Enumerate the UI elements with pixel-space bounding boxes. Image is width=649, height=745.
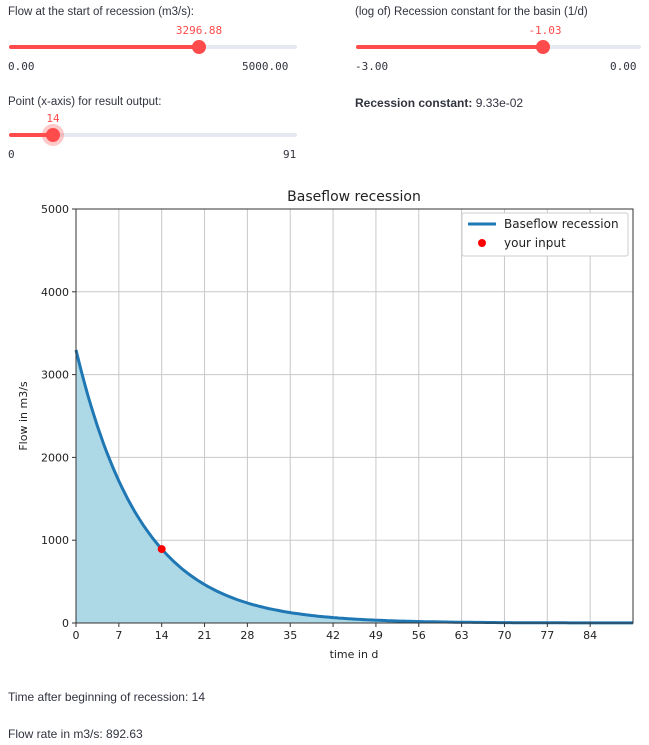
x-tick-label: 7 xyxy=(115,629,122,642)
x-axis-label: time in d xyxy=(330,648,379,661)
slider-min: 0 xyxy=(8,148,15,161)
x-tick-label: 14 xyxy=(155,629,169,642)
legend-label: your input xyxy=(504,236,566,250)
chart-title: Baseflow recession xyxy=(287,189,421,205)
x-tick-label: 77 xyxy=(540,629,554,642)
y-tick-label: 3000 xyxy=(41,369,69,382)
recession-label: Recession constant: xyxy=(355,96,473,110)
slider-value: -1.03 xyxy=(528,24,562,37)
slider-track[interactable] xyxy=(9,40,297,54)
slider-min: 0.00 xyxy=(8,60,35,73)
x-tick-label: 0 xyxy=(73,629,80,642)
slider-track[interactable] xyxy=(9,128,297,142)
x-tick-label: 70 xyxy=(497,629,511,642)
slider-fill xyxy=(9,133,53,137)
slider-track[interactable] xyxy=(356,40,641,54)
recession-constant: Recession constant: 9.33e-02 xyxy=(355,96,523,110)
result-time: Time after beginning of recession: 14 xyxy=(8,690,205,704)
x-tick-label: 35 xyxy=(283,629,297,642)
legend: Baseflow recession your input xyxy=(461,212,629,257)
slider-label: (log of) Recession constant for the basi… xyxy=(355,6,588,18)
y-tick-label: 5000 xyxy=(41,203,69,216)
y-tick-label: 0 xyxy=(62,617,69,630)
recession-value: 9.33e-02 xyxy=(475,96,524,110)
x-tick-label: 63 xyxy=(455,629,469,642)
slider-max: 0.00 xyxy=(610,60,637,73)
slider-thumb[interactable] xyxy=(192,40,206,54)
slider-min: -3.00 xyxy=(355,60,389,73)
legend-label: Baseflow recession xyxy=(504,217,619,231)
slider-fill xyxy=(9,45,199,49)
result-flow: Flow rate in m3/s: 892.63 xyxy=(8,727,143,741)
x-tick-label: 42 xyxy=(326,629,340,642)
x-tick-label: 49 xyxy=(369,629,383,642)
legend-dot-icon xyxy=(478,239,486,247)
slider-value: 14 xyxy=(46,112,60,125)
slider-label: Point (x-axis) for result output: xyxy=(8,96,162,108)
plot-frame xyxy=(75,208,634,624)
y-tick-label: 1000 xyxy=(41,534,69,547)
slider-fill xyxy=(356,45,543,49)
x-tick-label: 21 xyxy=(198,629,212,642)
x-tick-label: 56 xyxy=(412,629,426,642)
slider-label: Flow at the start of recession (m3/s): xyxy=(8,6,194,18)
slider-thumb[interactable] xyxy=(536,40,550,54)
y-axis-label: Flow in m3/s xyxy=(17,381,30,451)
baseflow-chart: Baseflow recession 0 7 14 21 28 35 42 49 56 63 70 7… xyxy=(17,189,634,661)
slider-value: 3296.88 xyxy=(175,24,223,37)
y-tick-label: 4000 xyxy=(41,286,69,299)
input-point xyxy=(157,545,166,554)
slider-max: 5000.00 xyxy=(242,60,289,73)
area-fill xyxy=(76,350,633,623)
y-tick-label: 2000 xyxy=(41,451,69,464)
x-tick-label: 28 xyxy=(240,629,254,642)
slider-thumb[interactable] xyxy=(46,128,60,142)
slider-max: 91 xyxy=(283,148,297,161)
x-tick-label: 84 xyxy=(583,629,597,642)
